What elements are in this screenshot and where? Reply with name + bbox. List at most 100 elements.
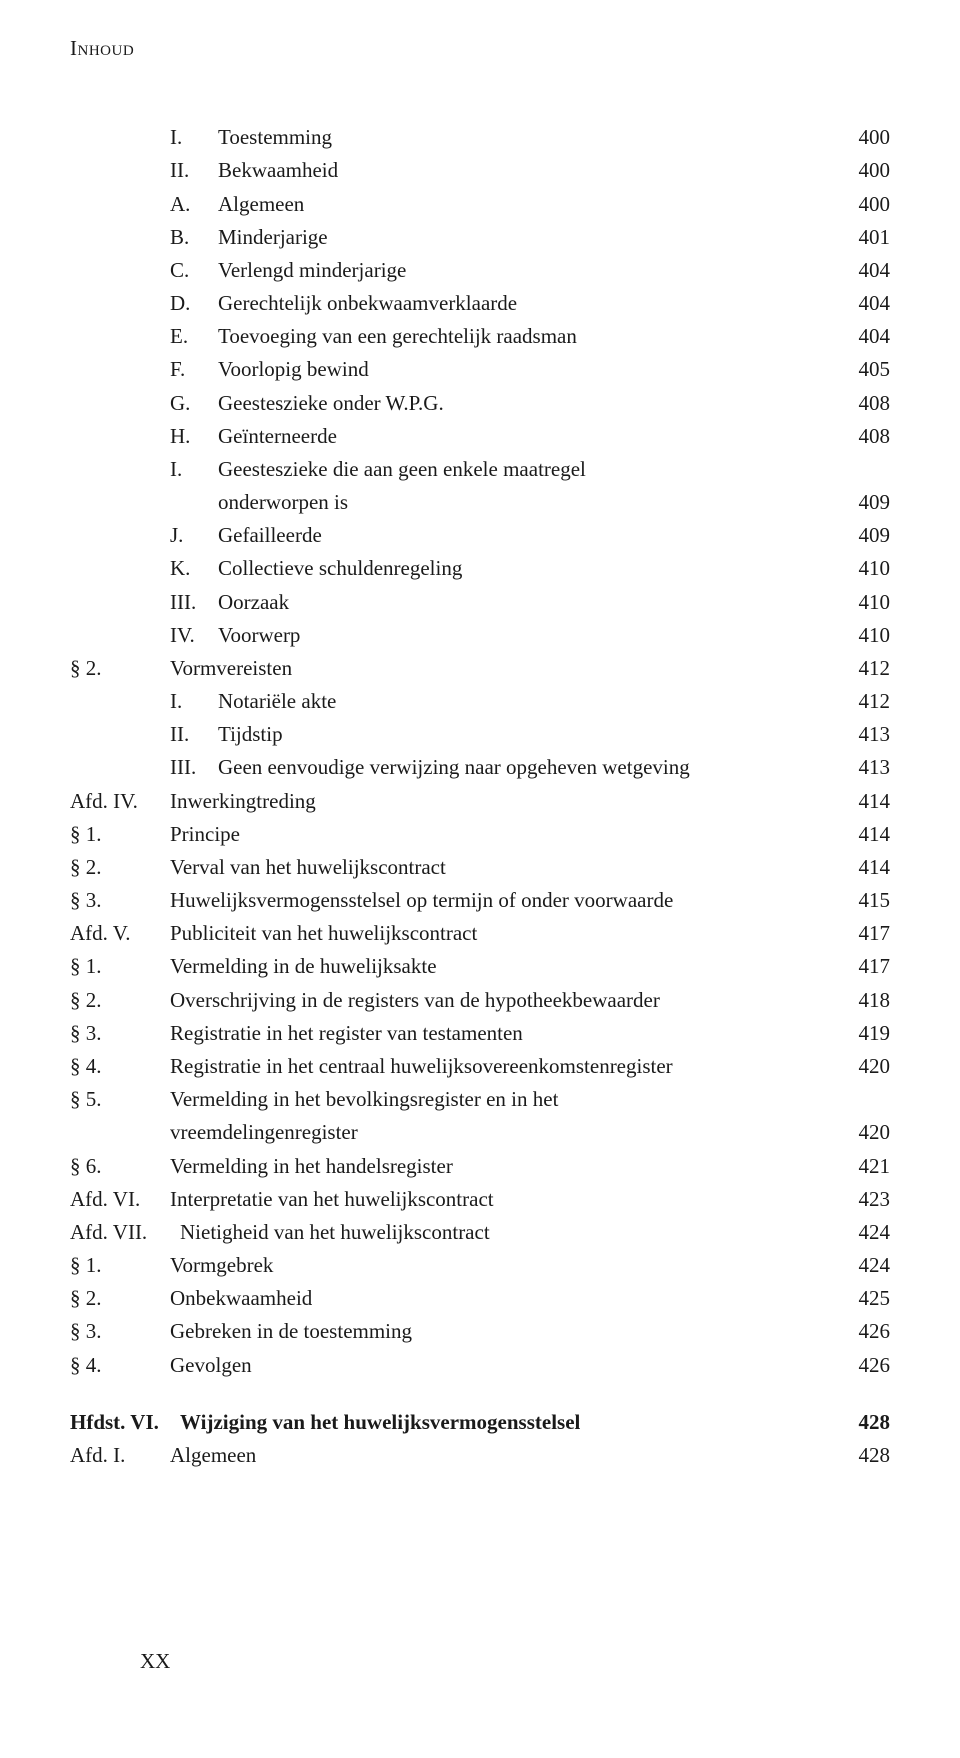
- toc-row: § 1.Principe414: [70, 818, 890, 851]
- toc-marker: Afd. IV.: [70, 785, 170, 818]
- toc-title: Huwelijksvermogensstelsel op termijn of …: [170, 884, 834, 917]
- toc-page: 404: [834, 287, 890, 320]
- toc-title: Bekwaamheid: [218, 154, 834, 187]
- toc-page: 428: [834, 1406, 890, 1439]
- toc-page: 404: [834, 254, 890, 287]
- toc-title: Minderjarige: [218, 221, 834, 254]
- toc-page: 424: [834, 1249, 890, 1282]
- toc-page: 408: [834, 420, 890, 453]
- toc-marker: § 3.: [70, 1017, 170, 1050]
- toc-page: 409: [834, 486, 890, 519]
- toc-row: § 2.Onbekwaamheid425: [70, 1282, 890, 1315]
- toc-title: onderworpen is: [218, 486, 834, 519]
- toc-title: Vermelding in het handelsregister: [170, 1150, 834, 1183]
- toc-page: 413: [834, 718, 890, 751]
- toc-row: I.Notariële akte412: [70, 685, 890, 718]
- toc-title: Gevolgen: [170, 1349, 834, 1382]
- toc-title: Voorwerp: [218, 619, 834, 652]
- toc-sub-marker: I.: [170, 453, 218, 486]
- toc-sub-marker: B.: [170, 221, 218, 254]
- toc-marker: Afd. V.: [70, 917, 170, 950]
- toc-page: 414: [834, 851, 890, 884]
- toc-title: Gebreken in de toestemming: [170, 1315, 834, 1348]
- toc-sub-marker: III.: [170, 586, 218, 619]
- table-of-contents: I.Toestemming400II.Bekwaamheid400A.Algem…: [70, 121, 890, 1472]
- toc-title: Nietigheid van het huwelijkscontract: [180, 1216, 834, 1249]
- toc-page: 410: [834, 552, 890, 585]
- toc-marker: § 3.: [70, 1315, 170, 1348]
- toc-sub-marker: III.: [170, 751, 218, 784]
- toc-marker: § 4.: [70, 1050, 170, 1083]
- toc-sub-marker: E.: [170, 320, 218, 353]
- toc-row: Hfdst. VI.Wijziging van het huwelijksver…: [70, 1406, 890, 1439]
- toc-page: 420: [834, 1116, 890, 1149]
- toc-title: Algemeen: [218, 188, 834, 221]
- toc-row: § 1.Vormgebrek424: [70, 1249, 890, 1282]
- toc-row: G.Geesteszieke onder W.P.G.408: [70, 387, 890, 420]
- toc-row: D.Gerechtelijk onbekwaamverklaarde404: [70, 287, 890, 320]
- toc-page: 417: [834, 917, 890, 950]
- toc-row: Afd. VII.Nietigheid van het huwelijkscon…: [70, 1216, 890, 1249]
- toc-sub-marker: J.: [170, 519, 218, 552]
- toc-row: J.Gefailleerde409: [70, 519, 890, 552]
- toc-page: 400: [834, 121, 890, 154]
- toc-marker: § 1.: [70, 950, 170, 983]
- toc-page: 420: [834, 1050, 890, 1083]
- toc-title: Vormgebrek: [170, 1249, 834, 1282]
- toc-page: 409: [834, 519, 890, 552]
- toc-title: Verlengd minderjarige: [218, 254, 834, 287]
- toc-row: § 2.Verval van het huwelijkscontract414: [70, 851, 890, 884]
- toc-sub-marker: IV.: [170, 619, 218, 652]
- toc-row: E.Toevoeging van een gerechtelijk raadsm…: [70, 320, 890, 353]
- toc-title: Geïnterneerde: [218, 420, 834, 453]
- toc-title: Verval van het huwelijkscontract: [170, 851, 834, 884]
- toc-row: I.Toestemming400: [70, 121, 890, 154]
- toc-marker: § 2.: [70, 652, 170, 685]
- toc-row: II.Bekwaamheid400: [70, 154, 890, 187]
- toc-row: § 2.Vormvereisten412: [70, 652, 890, 685]
- toc-page: 404: [834, 320, 890, 353]
- toc-sub-marker: G.: [170, 387, 218, 420]
- toc-row: § 6.Vermelding in het handelsregister421: [70, 1150, 890, 1183]
- toc-page: 428: [834, 1439, 890, 1472]
- toc-row: B.Minderjarige401: [70, 221, 890, 254]
- toc-sub-marker: II.: [170, 154, 218, 187]
- toc-title: Gerechtelijk onbekwaamverklaarde: [218, 287, 834, 320]
- toc-title: Wijziging van het huwelijksvermogensstel…: [180, 1406, 834, 1439]
- toc-page: 426: [834, 1315, 890, 1348]
- toc-marker: Afd. VII.: [70, 1216, 180, 1249]
- toc-page: 413: [834, 751, 890, 784]
- toc-sub-marker: II.: [170, 718, 218, 751]
- toc-page: 410: [834, 619, 890, 652]
- toc-marker: § 1.: [70, 1249, 170, 1282]
- toc-marker: § 2.: [70, 851, 170, 884]
- toc-row: § 3.Huwelijksvermogensstelsel op termijn…: [70, 884, 890, 917]
- toc-sub-marker: A.: [170, 188, 218, 221]
- toc-row: C.Verlengd minderjarige404: [70, 254, 890, 287]
- toc-title: Registratie in het register van testamen…: [170, 1017, 834, 1050]
- toc-row: § 1.Vermelding in de huwelijksakte417: [70, 950, 890, 983]
- toc-page: 423: [834, 1183, 890, 1216]
- toc-title: Overschrijving in de registers van de hy…: [170, 984, 834, 1017]
- toc-title: Inwerkingtreding: [170, 785, 834, 818]
- toc-marker: § 2.: [70, 1282, 170, 1315]
- toc-title: Principe: [170, 818, 834, 851]
- toc-row: § 3.Gebreken in de toestemming426: [70, 1315, 890, 1348]
- toc-title: Voorlopig bewind: [218, 353, 834, 386]
- toc-marker: § 2.: [70, 984, 170, 1017]
- toc-marker: Afd. VI.: [70, 1183, 170, 1216]
- toc-page: 412: [834, 685, 890, 718]
- toc-sub-marker: I.: [170, 685, 218, 718]
- toc-row: IV.Voorwerp410: [70, 619, 890, 652]
- toc-sub-marker: I.: [170, 121, 218, 154]
- toc-marker: § 5.: [70, 1083, 170, 1116]
- toc-title: Vermelding in de huwelijksakte: [170, 950, 834, 983]
- toc-page: 408: [834, 387, 890, 420]
- toc-row: vreemdelingenregister420: [70, 1116, 890, 1149]
- toc-row: Afd. VI.Interpretatie van het huwelijksc…: [70, 1183, 890, 1216]
- toc-row: I.Geesteszieke die aan geen enkele maatr…: [70, 453, 890, 486]
- toc-page: 400: [834, 188, 890, 221]
- toc-sub-marker: D.: [170, 287, 218, 320]
- toc-title: Toestemming: [218, 121, 834, 154]
- toc-title: Vermelding in het bevolkingsregister en …: [170, 1083, 834, 1116]
